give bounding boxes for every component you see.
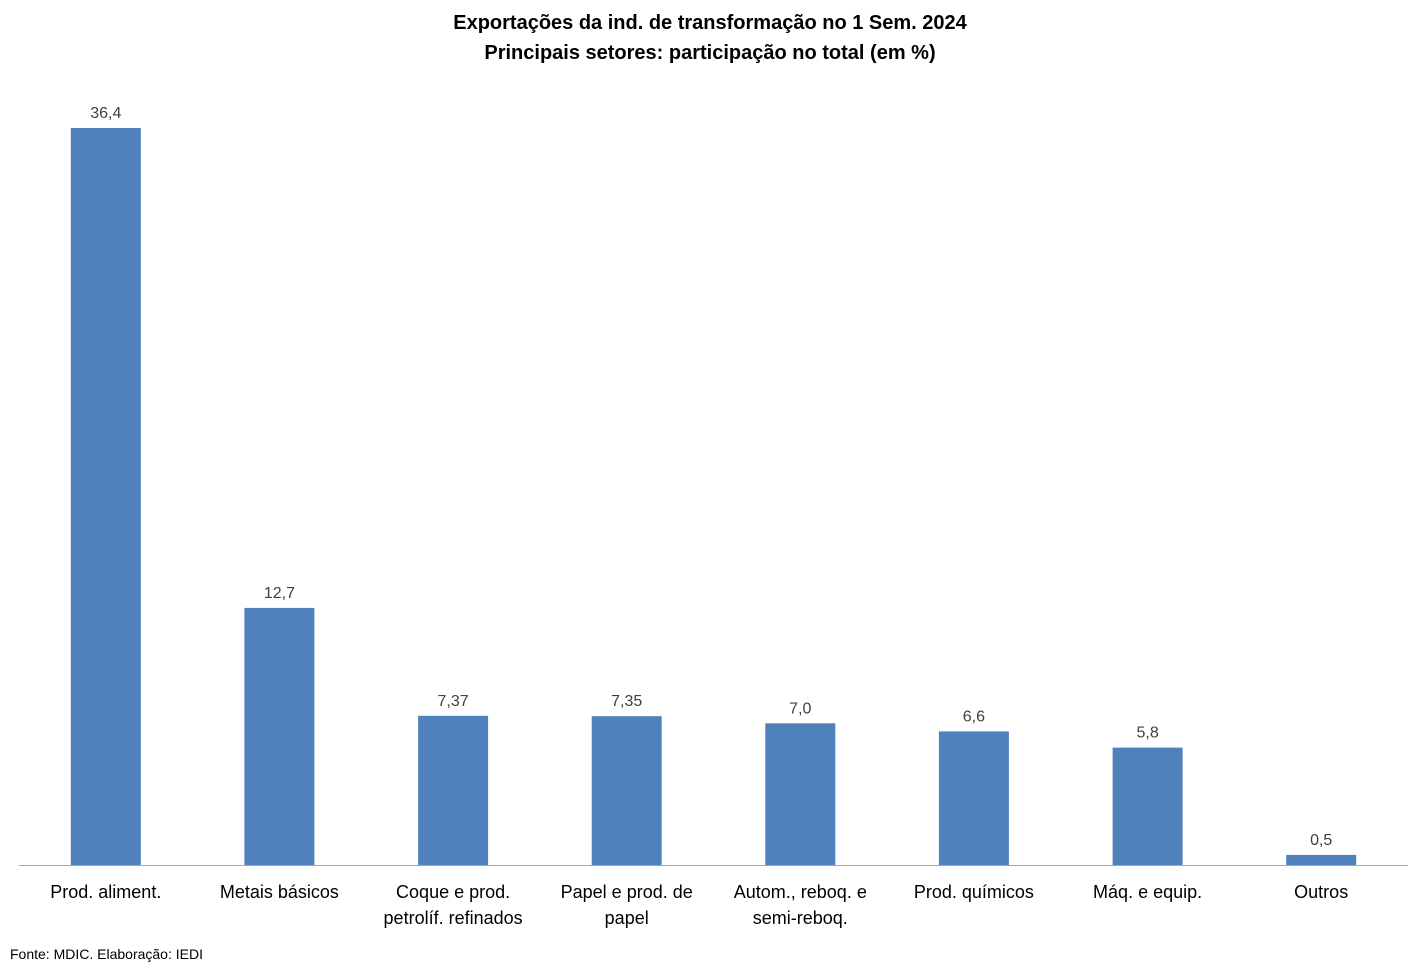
category-label-4: Autom., reboq. e semi-reboq. (734, 882, 867, 928)
category-label-line: Metais básicos (220, 882, 339, 902)
category-label-0: Prod. aliment. (50, 882, 161, 902)
data-label-3: 7,35 (611, 693, 642, 710)
category-label-line: semi-reboq. (753, 908, 848, 928)
category-label-6: Máq. e equip. (1093, 882, 1202, 902)
data-label-0: 36,4 (90, 105, 121, 122)
category-label-line: Autom., reboq. e (734, 882, 867, 902)
data-label-4: 7,0 (789, 700, 811, 717)
category-label-1: Metais básicos (220, 882, 339, 902)
source-note: Fonte: MDIC. Elaboração: IEDI (10, 946, 203, 962)
category-label-line: Prod. químicos (914, 882, 1034, 902)
category-label-line: petrolíf. refinados (384, 908, 523, 928)
data-label-1: 12,7 (264, 585, 295, 602)
bar-1 (244, 607, 315, 865)
category-label-line: Coque e prod. (396, 882, 510, 902)
bar-3 (591, 716, 662, 865)
data-label-7: 0,5 (1310, 832, 1332, 849)
bar-7 (1286, 854, 1357, 865)
category-label-line: Papel e prod. de (561, 882, 693, 902)
category-label-line: papel (605, 908, 649, 928)
category-label-line: Outros (1294, 882, 1348, 902)
chart-subtitle: Principais setores: participação no tota… (484, 42, 936, 64)
category-label-line: Prod. aliment. (50, 882, 161, 902)
data-label-2: 7,37 (438, 693, 469, 710)
category-label-3: Papel e prod. de papel (561, 882, 693, 928)
bar-0 (70, 128, 141, 865)
bar-6 (1112, 747, 1183, 865)
chart-title: Exportações da ind. de transformação no … (453, 12, 967, 34)
bar-5 (938, 731, 1009, 865)
data-label-6: 5,8 (1136, 725, 1158, 742)
bar-2 (418, 715, 489, 865)
bar-4 (765, 723, 836, 865)
category-label-7: Outros (1294, 882, 1348, 902)
data-label-5: 6,6 (963, 708, 985, 725)
category-label-5: Prod. químicos (914, 882, 1034, 902)
category-label-line: Máq. e equip. (1093, 882, 1202, 902)
category-label-2: Coque e prod. petrolíf. refinados (384, 882, 523, 928)
